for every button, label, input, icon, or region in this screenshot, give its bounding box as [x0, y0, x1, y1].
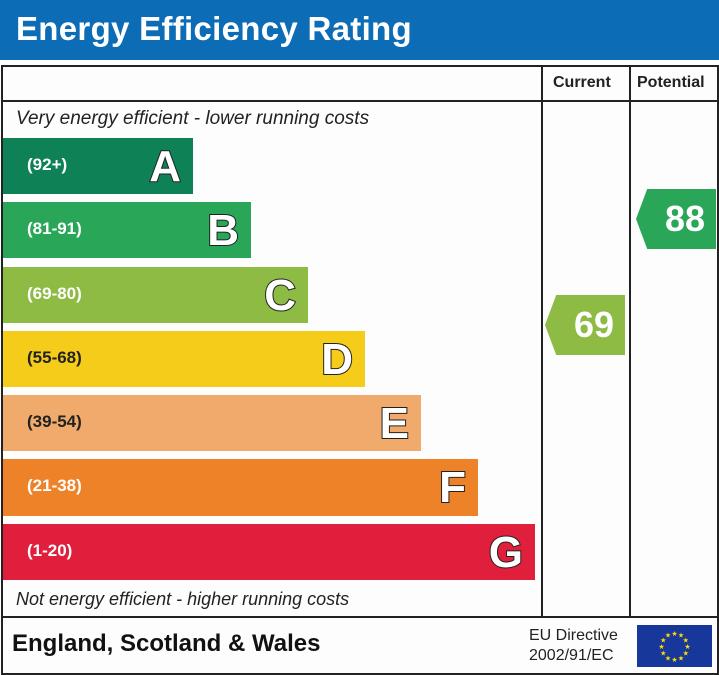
star-icon: ★	[683, 650, 689, 658]
band-a: (92+) A	[3, 138, 193, 194]
star-icon: ★	[678, 632, 684, 640]
current-column-header: Current	[553, 74, 611, 91]
star-icon: ★	[658, 643, 664, 651]
band-letter: G	[488, 527, 524, 578]
band-letter: D	[320, 334, 354, 385]
band-letter: E	[379, 398, 410, 449]
band-letter: C	[263, 270, 297, 321]
band-range: (92+)	[27, 155, 68, 174]
star-icon: ★	[683, 637, 689, 645]
page-title: Energy Efficiency Rating	[16, 10, 412, 47]
band-f: (21-38) F	[3, 459, 478, 516]
potential-rating-value: 88	[664, 198, 706, 239]
potential-column-header: Potential	[637, 74, 705, 91]
star-icon: ★	[671, 656, 677, 664]
eu-directive-line1: EU Directive	[529, 627, 618, 644]
band-c: (69-80) C	[3, 267, 308, 323]
star-icon: ★	[665, 654, 671, 662]
eu-flag-icon: ★ ★ ★ ★ ★ ★ ★ ★ ★ ★ ★ ★	[637, 625, 712, 667]
star-icon: ★	[660, 650, 666, 658]
top-caption: Very energy efficient - lower running co…	[16, 108, 370, 129]
divider	[1, 100, 717, 102]
star-icon: ★	[678, 654, 684, 662]
current-rating-arrow: 69	[545, 295, 625, 355]
band-e: (39-54) E	[3, 395, 421, 451]
divider	[629, 65, 631, 617]
star-icon: ★	[665, 632, 671, 640]
band-letter: A	[148, 141, 182, 192]
bottom-caption: Not energy efficient - higher running co…	[16, 589, 350, 609]
header-bar: Energy Efficiency Rating	[0, 0, 719, 60]
potential-rating-arrow: 88	[636, 189, 716, 249]
band-range: (69-80)	[27, 284, 82, 303]
band-range: (39-54)	[27, 412, 82, 431]
current-rating-value: 69	[573, 304, 615, 345]
divider	[541, 65, 543, 617]
band-range: (81-91)	[27, 219, 82, 238]
divider	[1, 616, 717, 618]
star-icon: ★	[684, 643, 690, 651]
band-letter: B	[206, 205, 240, 256]
star-icon: ★	[660, 637, 666, 645]
star-icon: ★	[671, 630, 677, 638]
eu-directive-line2: 2002/91/EC	[529, 647, 614, 664]
band-range: (21-38)	[27, 476, 82, 495]
band-range: (1-20)	[27, 541, 73, 560]
region-label: England, Scotland & Wales	[12, 630, 321, 657]
eu-directive: EU Directive 2002/91/EC	[529, 626, 618, 666]
band-d: (55-68) D	[3, 331, 365, 387]
band-letter: F	[438, 462, 467, 513]
band-g: (1-20) G	[3, 524, 535, 580]
band-range: (55-68)	[27, 348, 82, 367]
band-b: (81-91) B	[3, 202, 251, 258]
